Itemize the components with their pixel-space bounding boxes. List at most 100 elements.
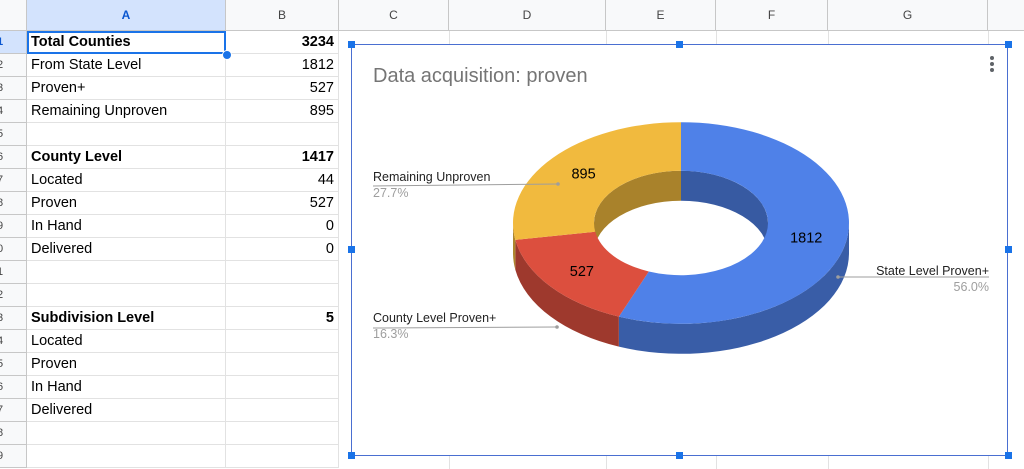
row-header[interactable]: 0 <box>0 238 27 261</box>
cell-a[interactable] <box>27 445 226 468</box>
column-header-a[interactable]: A <box>27 0 226 31</box>
slice[interactable] <box>513 122 681 240</box>
cell-b[interactable]: 44 <box>226 169 339 192</box>
slice-percent-label: 16.3% <box>373 327 408 341</box>
row-header[interactable]: 8 <box>0 422 27 445</box>
row-header[interactable]: 7 <box>0 169 27 192</box>
slice-percent-label: 56.0% <box>954 280 989 294</box>
cell-a[interactable]: Located <box>27 169 226 192</box>
fill-handle[interactable] <box>222 50 232 60</box>
cell-b[interactable]: 0 <box>226 238 339 261</box>
cell-a[interactable]: From State Level <box>27 54 226 77</box>
row-header[interactable]: 8 <box>0 192 27 215</box>
cell-b[interactable]: 1812 <box>226 54 339 77</box>
resize-handle-bottom[interactable] <box>676 452 683 459</box>
callout-leader-line <box>372 183 559 187</box>
slice-value-label: 1812 <box>790 230 822 246</box>
row-header[interactable]: 9 <box>0 215 27 238</box>
row-header[interactable]: 1 <box>0 261 27 284</box>
row-header[interactable]: 4 <box>0 100 27 123</box>
slice-category-label: County Level Proven+ <box>373 311 496 325</box>
chart-canvas: 1812 State Level Proven+ 56.0% 527 County Le… <box>372 122 989 354</box>
cell-b[interactable] <box>226 399 339 422</box>
column-header-b[interactable]: B <box>226 0 339 31</box>
row-header[interactable]: 3 <box>0 77 27 100</box>
slice[interactable] <box>515 231 649 317</box>
row-header[interactable]: 5 <box>0 353 27 376</box>
slice[interactable] <box>618 122 850 324</box>
cell-a[interactable]: Proven+ <box>27 77 226 100</box>
cell-a[interactable]: Subdivision Level <box>27 307 226 330</box>
cell-b[interactable] <box>226 330 339 353</box>
slice-percent-label: 27.7% <box>373 186 408 200</box>
row-header[interactable]: 2 <box>0 54 27 77</box>
column-header-e[interactable]: E <box>606 0 716 31</box>
slice-category-label: State Level Proven+ <box>876 264 989 278</box>
column-header-f[interactable]: F <box>716 0 828 31</box>
callout-dot <box>836 275 840 279</box>
slice-value-label: 527 <box>570 264 594 280</box>
cell-b[interactable] <box>226 123 339 146</box>
cell-a[interactable] <box>27 422 226 445</box>
row-header[interactable]: 6 <box>0 376 27 399</box>
callout-leader-line <box>372 326 558 329</box>
resize-handle-top-left[interactable] <box>348 41 355 48</box>
cell-a[interactable] <box>27 284 226 307</box>
cell-a[interactable]: Located <box>27 330 226 353</box>
slice-category-label: Remaining Unproven <box>373 170 490 184</box>
cell-a[interactable]: Delivered <box>27 238 226 261</box>
slice-outer-wall <box>513 223 516 270</box>
cell-b[interactable] <box>226 261 339 284</box>
active-cell-selection <box>27 31 226 54</box>
slice-outer-wall <box>618 223 849 354</box>
column-header-c[interactable]: C <box>339 0 449 31</box>
cell-a[interactable]: In Hand <box>27 215 226 238</box>
callout-dot <box>555 325 559 329</box>
row-header[interactable]: 7 <box>0 399 27 422</box>
cell-a[interactable]: County Level <box>27 146 226 169</box>
more-vert-icon[interactable] <box>986 54 998 74</box>
chart-title: Data acquisition: proven <box>373 65 588 87</box>
resize-handle-right[interactable] <box>1005 246 1012 253</box>
row-header[interactable]: 6 <box>0 146 27 169</box>
cell-a[interactable]: In Hand <box>27 376 226 399</box>
resize-handle-bottom-left[interactable] <box>348 452 355 459</box>
cell-a[interactable]: Delivered <box>27 399 226 422</box>
cell-b[interactable] <box>226 376 339 399</box>
callout-dot <box>556 182 560 186</box>
slice-inner-wall <box>681 170 768 253</box>
resize-handle-left[interactable] <box>348 246 355 253</box>
column-header-next[interactable] <box>988 0 1024 31</box>
row-header[interactable]: 1 <box>0 31 27 54</box>
cell-b[interactable]: 5 <box>226 307 339 330</box>
resize-handle-top[interactable] <box>676 41 683 48</box>
cell-b[interactable]: 0 <box>226 215 339 238</box>
cell-b[interactable] <box>226 422 339 445</box>
select-all-corner[interactable] <box>0 0 27 31</box>
resize-handle-bottom-right[interactable] <box>1005 452 1012 459</box>
row-header[interactable]: 2 <box>0 284 27 307</box>
row-header[interactable]: 3 <box>0 307 27 330</box>
resize-handle-top-right[interactable] <box>1005 41 1012 48</box>
cell-a[interactable] <box>27 123 226 146</box>
cell-b[interactable]: 895 <box>226 100 339 123</box>
cell-b[interactable]: 527 <box>226 77 339 100</box>
cell-b[interactable]: 3234 <box>226 31 339 54</box>
slice-inner-wall <box>594 170 681 253</box>
cell-a[interactable]: Remaining Unproven <box>27 100 226 123</box>
row-header[interactable]: 4 <box>0 330 27 353</box>
cell-a[interactable]: Proven <box>27 192 226 215</box>
cell-b[interactable]: 527 <box>226 192 339 215</box>
cell-b[interactable] <box>226 353 339 376</box>
column-header-g[interactable]: G <box>828 0 988 31</box>
cell-a[interactable]: Proven <box>27 353 226 376</box>
cell-b[interactable] <box>226 445 339 468</box>
cell-a[interactable] <box>27 261 226 284</box>
column-header-d[interactable]: D <box>449 0 606 31</box>
cell-b[interactable] <box>226 284 339 307</box>
donut-chart[interactable]: Data acquisition: proven 1812 State Level… <box>351 44 1008 456</box>
row-header[interactable]: 9 <box>0 445 27 468</box>
row-header[interactable]: 5 <box>0 123 27 146</box>
slice-value-label: 895 <box>571 167 595 183</box>
cell-b[interactable]: 1417 <box>226 146 339 169</box>
